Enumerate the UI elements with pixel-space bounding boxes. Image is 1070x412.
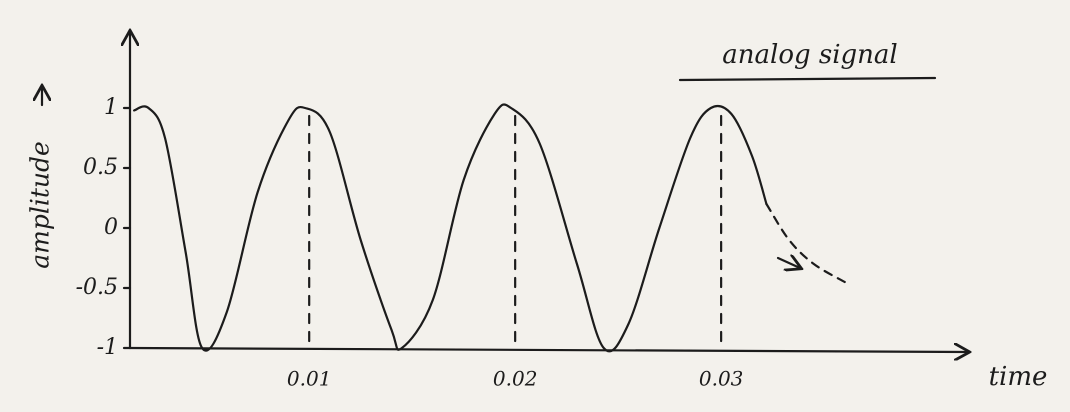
signal-line: [133, 103, 768, 353]
x-axis: [128, 348, 968, 352]
y-axis-label: amplitude: [26, 141, 55, 269]
y-tick-label: 1: [104, 95, 118, 120]
signal-line: [765, 202, 846, 284]
y-tick-label: 0: [104, 215, 118, 240]
title-underline: [678, 76, 937, 82]
y-axis-label-group: amplitude: [26, 87, 55, 269]
y-tick-label: 0.5: [83, 155, 118, 180]
y-tick-label: -0.5: [76, 275, 118, 300]
x-tick-label: 0.01: [287, 367, 332, 391]
x-tick-label: 0.03: [699, 367, 744, 391]
y-tick-label: -1: [97, 335, 118, 360]
x-axis-label: time: [989, 362, 1048, 392]
chart-title: analog signal: [722, 40, 898, 70]
x-tick-label: 0.02: [493, 367, 538, 391]
continuation-arrow: [776, 258, 800, 268]
